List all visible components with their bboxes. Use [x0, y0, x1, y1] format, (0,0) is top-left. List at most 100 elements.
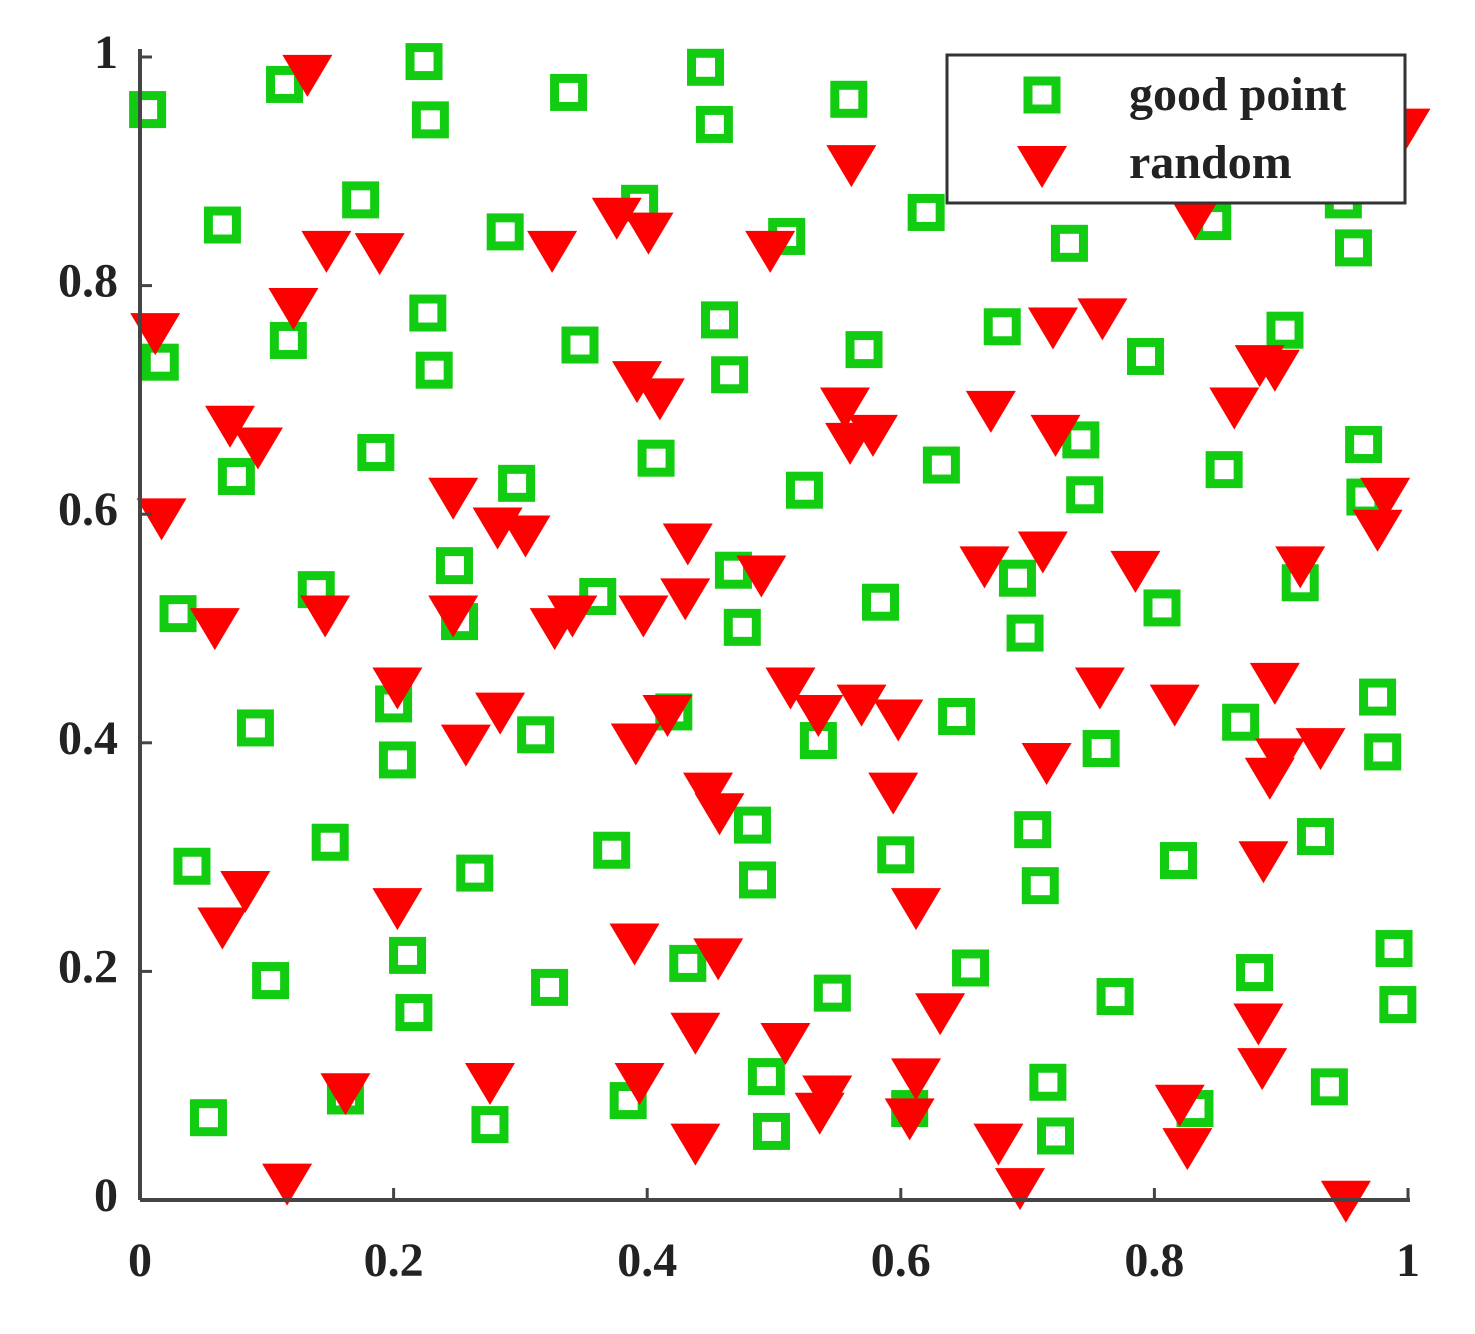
marker-triangle [660, 578, 711, 621]
marker-triangle [372, 667, 423, 710]
marker-triangle [464, 1062, 515, 1105]
marker-square [907, 193, 945, 231]
marker-square [669, 944, 707, 982]
marker-triangle [591, 197, 642, 240]
marker-triangle [670, 1012, 721, 1055]
marker-triangle [973, 1123, 1024, 1166]
marker-square [733, 806, 771, 844]
x-tick-label: 0.2 [364, 1234, 424, 1287]
marker-triangle [1249, 349, 1300, 392]
marker-triangle [836, 684, 887, 727]
marker-square [1014, 811, 1052, 849]
marker-triangle [262, 1163, 313, 1206]
marker-square [1205, 451, 1243, 489]
marker-triangle [130, 313, 181, 356]
marker-square [411, 101, 449, 139]
marker-triangle [868, 772, 919, 815]
marker-square [1159, 842, 1197, 880]
marker-triangle [915, 993, 966, 1036]
legend: good point random [945, 53, 1407, 205]
marker-square [395, 994, 433, 1032]
marker-square [695, 105, 733, 143]
marker-square [1006, 614, 1044, 652]
marker-triangle [1017, 531, 1068, 574]
marker-square [952, 949, 990, 987]
marker-triangle [736, 555, 787, 598]
marker-triangle [1027, 307, 1078, 350]
marker-triangle [662, 523, 713, 566]
marker-square [342, 181, 380, 219]
marker-square [189, 1099, 227, 1137]
marker-square [498, 464, 536, 502]
marker-triangle [618, 595, 669, 638]
legend-label: random [1129, 136, 1292, 189]
marker-square [409, 294, 447, 332]
y-tick-label: 0.2 [58, 940, 118, 993]
marker-triangle [205, 405, 256, 448]
marker-square [550, 73, 588, 111]
marker-triangle [965, 390, 1016, 433]
marker-triangle [623, 212, 674, 255]
marker-square [266, 65, 304, 103]
marker-triangle [670, 1123, 721, 1166]
marker-square [252, 962, 290, 1000]
marker-triangle [1030, 414, 1081, 457]
marker-square [747, 1058, 785, 1096]
marker-triangle [1110, 550, 1161, 593]
marker-triangle [642, 694, 693, 737]
marker-square [1359, 678, 1397, 716]
marker-triangle [959, 546, 1010, 589]
marker-square [141, 343, 179, 381]
marker-square [830, 80, 868, 118]
marker-square [1222, 703, 1260, 741]
marker-triangle [820, 387, 871, 430]
marker-square [1029, 1063, 1067, 1101]
marker-triangle [891, 1058, 942, 1101]
marker-triangle [1017, 146, 1067, 188]
y-tick-label: 0.8 [58, 255, 118, 308]
marker-square [862, 583, 900, 621]
x-tick-label: 1 [1396, 1234, 1420, 1287]
marker-square [217, 457, 255, 495]
marker-triangle [994, 1168, 1045, 1211]
marker-square [311, 823, 349, 861]
y-tick-label: 0.4 [58, 712, 118, 765]
x-tick-label: 0 [128, 1234, 152, 1287]
marker-square [456, 854, 494, 892]
marker-triangle [440, 724, 491, 767]
marker-triangle [372, 888, 423, 931]
marker-square [269, 321, 307, 359]
marker-triangle [1169, 197, 1220, 240]
x-tick-label: 0.8 [1124, 1234, 1184, 1287]
marker-triangle [197, 907, 248, 950]
marker-square [1143, 589, 1181, 627]
marker-square [1375, 930, 1413, 968]
marker-square [637, 439, 675, 477]
marker-square [687, 48, 725, 86]
marker-square [1036, 1117, 1074, 1155]
marker-triangle [1074, 667, 1125, 710]
marker-square [1310, 1068, 1348, 1106]
marker-triangle [612, 361, 663, 404]
marker-triangle [884, 1098, 935, 1141]
marker-triangle [232, 427, 283, 470]
marker-square [1023, 76, 1061, 114]
marker-triangle [1275, 546, 1326, 589]
marker-triangle [760, 1022, 811, 1065]
marker-square [1021, 867, 1059, 905]
marker-triangle [268, 288, 319, 331]
marker-triangle [1295, 728, 1346, 771]
marker-triangle [1238, 841, 1289, 884]
marker-square [1062, 421, 1100, 459]
marker-square [813, 974, 851, 1012]
marker-square [711, 356, 749, 394]
x-tick-label: 0.4 [617, 1234, 677, 1287]
marker-square [922, 446, 960, 484]
marker-square [1082, 730, 1120, 768]
marker-triangle [475, 692, 526, 735]
marker-square [1345, 425, 1383, 463]
y-tick-label: 0 [94, 1169, 118, 1222]
marker-triangle [794, 1092, 845, 1135]
